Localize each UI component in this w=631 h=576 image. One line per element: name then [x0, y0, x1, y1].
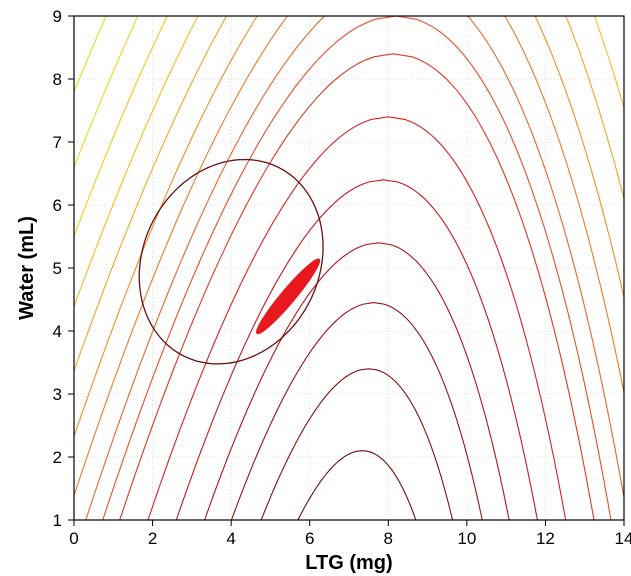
x-tick-label: 10 [457, 529, 476, 548]
y-tick-label: 3 [53, 385, 62, 404]
contour-line [74, 16, 624, 498]
contour-lines [74, 16, 624, 520]
grid-lines [73, 15, 625, 521]
y-tick-label: 8 [53, 70, 62, 89]
y-tick-label: 1 [53, 511, 62, 530]
y-tick-label: 9 [53, 7, 62, 26]
x-tick-label: 0 [69, 529, 78, 548]
confidence-ellipse [138, 158, 324, 365]
y-tick-label: 6 [53, 196, 62, 215]
x-axis-label: LTG (mg) [305, 552, 392, 574]
y-tick-label: 2 [53, 448, 62, 467]
contour-line [74, 16, 624, 439]
contour-line [119, 53, 595, 520]
design-space [138, 158, 324, 365]
y-tick-label: 7 [53, 133, 62, 152]
contour-line [147, 116, 567, 520]
y-axis-label: Water (mL) [16, 216, 38, 320]
y-tick-label: 5 [53, 259, 62, 278]
x-tick-label: 2 [148, 529, 157, 548]
contour-line [297, 450, 417, 520]
contour-line [74, 16, 624, 309]
x-tick-label: 12 [536, 529, 555, 548]
contour-line [102, 16, 612, 520]
x-tick-label: 14 [615, 529, 631, 548]
contour-line [74, 16, 624, 373]
contour-line [85, 16, 624, 520]
y-tick-label: 4 [53, 322, 62, 341]
design-space-region [255, 258, 321, 335]
contour-line [175, 179, 538, 520]
x-tick-label: 4 [226, 529, 235, 548]
contour-line [230, 302, 483, 520]
contour-line [260, 368, 454, 520]
x-tick-label: 6 [305, 529, 314, 548]
contour-line [203, 242, 510, 520]
x-tick-label: 8 [384, 529, 393, 548]
